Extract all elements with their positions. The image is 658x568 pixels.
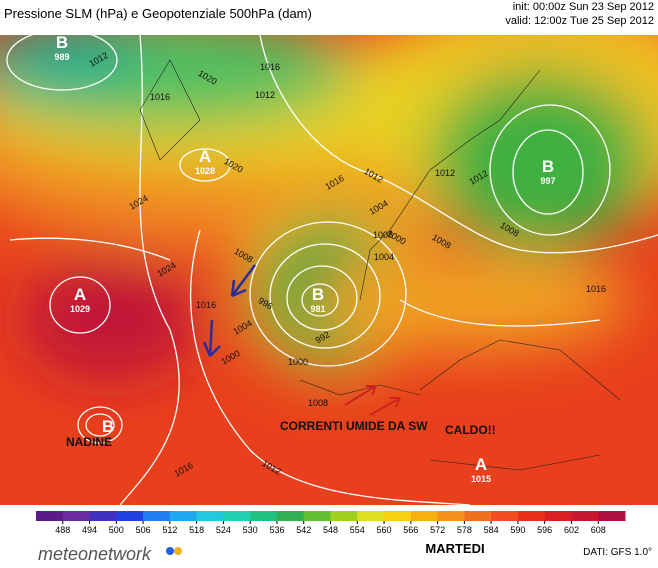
source: DATI: GFS 1.0° bbox=[583, 547, 652, 558]
center-letter: B bbox=[542, 157, 554, 176]
colorbar-swatch bbox=[384, 511, 412, 521]
colorbar-swatch bbox=[89, 511, 117, 521]
isobar-label: 1008 bbox=[308, 398, 328, 408]
colorbar-swatch bbox=[330, 511, 358, 521]
warm-arrows bbox=[344, 385, 401, 416]
colorbar-label: 602 bbox=[564, 525, 579, 535]
colorbar-swatch bbox=[464, 511, 492, 521]
isobar-label: 1012 bbox=[435, 168, 455, 178]
title: Pressione SLM (hPa) e Geopotenziale 500h… bbox=[4, 6, 312, 21]
colorbar-swatch bbox=[62, 511, 91, 521]
center-letter: A bbox=[74, 285, 86, 304]
colorbar-swatch bbox=[517, 511, 546, 521]
isobar-label: 1016 bbox=[260, 62, 280, 72]
field bbox=[0, 34, 658, 506]
center-value: 1029 bbox=[70, 304, 90, 314]
isobar-label: 1008 bbox=[373, 230, 393, 240]
colorbar-label: 506 bbox=[136, 525, 151, 535]
center-value: 981 bbox=[310, 304, 325, 314]
center-letter: B bbox=[56, 33, 68, 52]
colorbar-label: 494 bbox=[82, 525, 97, 535]
colorbar-swatch bbox=[143, 511, 171, 521]
arrows bbox=[202, 264, 257, 357]
colorbar-label: 572 bbox=[430, 525, 445, 535]
colorbar-swatch bbox=[544, 511, 572, 521]
colorbar-label: 584 bbox=[484, 525, 499, 535]
colorbar-label: 488 bbox=[55, 525, 70, 535]
isobar-label: 1016 bbox=[196, 300, 216, 310]
storm-name: NADINE bbox=[66, 435, 113, 449]
colorbar-swatch bbox=[491, 511, 519, 521]
colorbar-label: 500 bbox=[109, 525, 124, 535]
valid-time: valid: 12:00z Tue 25 Sep 2012 bbox=[505, 15, 654, 27]
storm-letter: B bbox=[102, 417, 114, 436]
isobar-label: 1016 bbox=[586, 284, 606, 294]
logo-dot bbox=[174, 547, 182, 555]
center-letter: A bbox=[475, 455, 487, 474]
center-value: 989 bbox=[54, 52, 69, 62]
day-label: MARTEDI bbox=[425, 541, 484, 556]
annotation: CALDO!! bbox=[445, 423, 496, 437]
init-time: init: 00:00z Sun 23 Sep 2012 bbox=[513, 1, 654, 13]
colorbar-swatch bbox=[196, 511, 224, 521]
colorbar-label: 590 bbox=[510, 525, 525, 535]
center-letter: B bbox=[312, 285, 324, 304]
colorbar-swatch bbox=[223, 511, 251, 521]
colorbar-swatch bbox=[357, 511, 385, 521]
colorbar-label: 560 bbox=[377, 525, 392, 535]
annotation: CORRENTI UMIDE DA SW bbox=[280, 419, 428, 433]
colorbar-label: 554 bbox=[350, 525, 365, 535]
colorbar-label: 518 bbox=[189, 525, 204, 535]
isobar-label: 1004 bbox=[374, 252, 394, 262]
colorbar-label: 548 bbox=[323, 525, 338, 535]
colorbar-label: 530 bbox=[243, 525, 258, 535]
colorbar-swatch bbox=[571, 511, 599, 521]
colorbar-swatch bbox=[116, 511, 144, 521]
colorbar-swatch bbox=[36, 511, 64, 521]
colorbar-swatch bbox=[437, 511, 465, 521]
colorbar-swatch bbox=[410, 511, 439, 521]
colorbar-swatch bbox=[250, 511, 278, 521]
colorbar-label: 578 bbox=[457, 525, 472, 535]
brand: meteonetwork bbox=[38, 544, 152, 564]
center-value: 997 bbox=[540, 176, 555, 186]
isobar-label: 1016 bbox=[150, 92, 170, 102]
logo-dot bbox=[166, 547, 174, 555]
colorbar-swatch bbox=[169, 511, 198, 521]
colorbar-swatch bbox=[598, 511, 626, 521]
colorbar-label: 566 bbox=[403, 525, 418, 535]
isobar-label: 1000 bbox=[288, 357, 308, 367]
colorbar-label: 542 bbox=[296, 525, 311, 535]
center-letter: A bbox=[199, 147, 211, 166]
colorbar-label: 524 bbox=[216, 525, 231, 535]
colorbar-swatch bbox=[276, 511, 305, 521]
colorbar-swatch bbox=[303, 511, 331, 521]
colorbar-label: 596 bbox=[537, 525, 552, 535]
colorbar-label: 608 bbox=[591, 525, 606, 535]
colorbar-label: 536 bbox=[269, 525, 284, 535]
center-value: 1028 bbox=[195, 166, 215, 176]
isobar-label: 1012 bbox=[255, 90, 275, 100]
center-value: 1015 bbox=[471, 474, 491, 484]
colorbar-label: 512 bbox=[162, 525, 177, 535]
